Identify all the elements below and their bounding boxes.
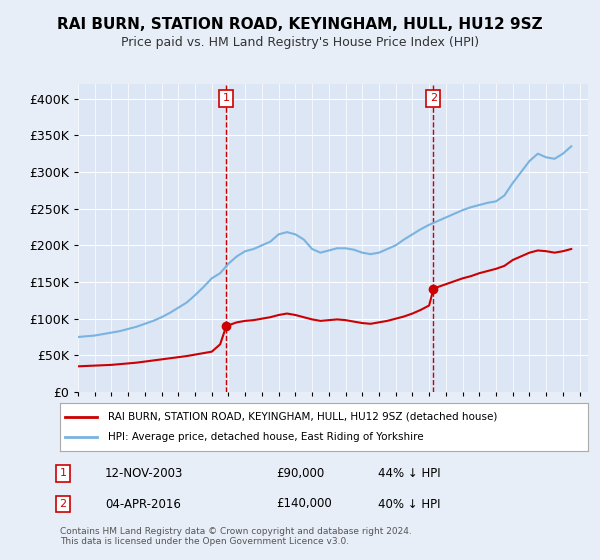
Text: £140,000: £140,000 — [276, 497, 332, 511]
Text: 2: 2 — [430, 93, 437, 103]
Text: 12-NOV-2003: 12-NOV-2003 — [105, 466, 184, 480]
Text: RAI BURN, STATION ROAD, KEYINGHAM, HULL, HU12 9SZ: RAI BURN, STATION ROAD, KEYINGHAM, HULL,… — [57, 17, 543, 32]
Text: Price paid vs. HM Land Registry's House Price Index (HPI): Price paid vs. HM Land Registry's House … — [121, 36, 479, 49]
Text: 44% ↓ HPI: 44% ↓ HPI — [378, 466, 440, 480]
Text: 1: 1 — [59, 468, 67, 478]
Text: Contains HM Land Registry data © Crown copyright and database right 2024.
This d: Contains HM Land Registry data © Crown c… — [60, 526, 412, 546]
Text: 04-APR-2016: 04-APR-2016 — [105, 497, 181, 511]
Text: RAI BURN, STATION ROAD, KEYINGHAM, HULL, HU12 9SZ (detached house): RAI BURN, STATION ROAD, KEYINGHAM, HULL,… — [107, 412, 497, 422]
Text: 40% ↓ HPI: 40% ↓ HPI — [378, 497, 440, 511]
Text: £90,000: £90,000 — [276, 466, 324, 480]
Text: HPI: Average price, detached house, East Riding of Yorkshire: HPI: Average price, detached house, East… — [107, 432, 423, 442]
Text: 1: 1 — [223, 93, 230, 103]
Text: 2: 2 — [59, 499, 67, 509]
